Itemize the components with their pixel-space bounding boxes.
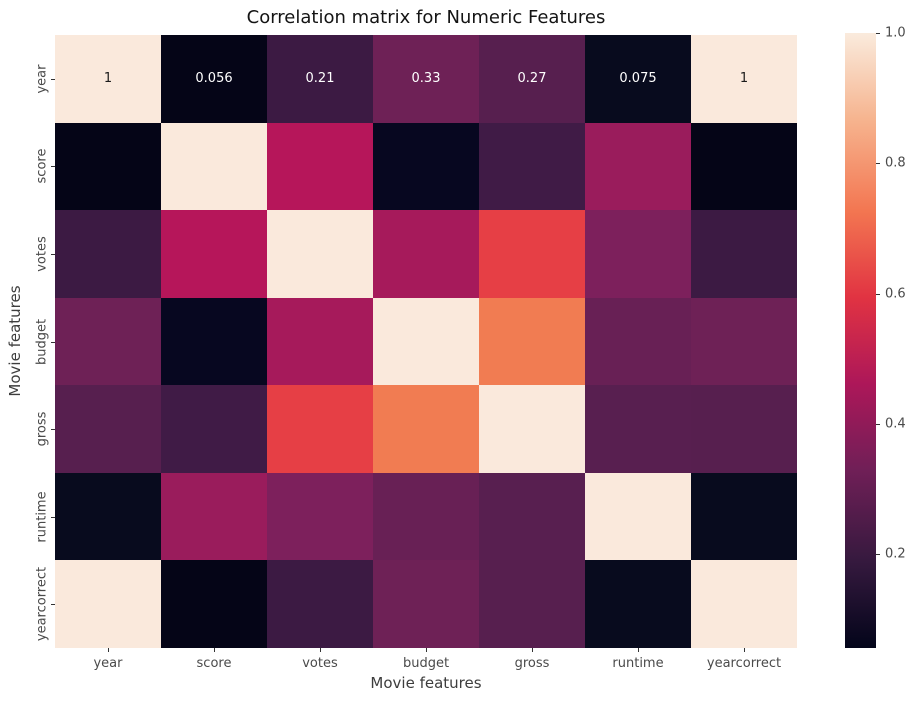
y-tick-mark: [51, 429, 55, 431]
y-tick-mark: [51, 253, 55, 255]
heatmap-cell-votes-runtime: [585, 210, 691, 298]
x-tick-mark: [638, 648, 639, 652]
heatmap-cell-yearcorrect-votes: [267, 560, 373, 648]
heatmap-cell-score-runtime: [585, 122, 691, 211]
x-tick-mark: [214, 648, 215, 652]
chart-title: Correlation matrix for Numeric Features: [246, 7, 606, 28]
heatmap-cell-votes-yearcorrect: [691, 210, 797, 298]
heatmap-cell-year-budget: 0.33: [373, 35, 479, 123]
heatmap-cell-gross-gross: [479, 385, 585, 473]
colorbar-tick-label-0.2: 0.2: [885, 546, 906, 562]
heatmap-cell-budget-year: [55, 297, 161, 386]
y-tick-label-gross: gross: [34, 411, 50, 447]
heatmap-cell-runtime-budget: [373, 472, 479, 561]
y-tick-label-votes: votes: [34, 236, 50, 272]
heatmap-cell-budget-gross: [479, 297, 585, 386]
x-tick-mark: [320, 648, 321, 652]
x-tick-mark: [426, 648, 427, 652]
heatmap-cell-runtime-gross: [479, 472, 585, 561]
heatmap-cell-yearcorrect-yearcorrect: [691, 560, 797, 648]
x-tick-label-score: score: [196, 656, 232, 671]
heatmap-cell-yearcorrect-runtime: [585, 560, 691, 648]
heatmap-cell-runtime-votes: [267, 472, 373, 561]
heatmap-cell-runtime-year: [55, 472, 161, 561]
heatmap-cell-gross-votes: [267, 385, 373, 473]
colorbar-tick-label-1.0: 1.0: [885, 25, 906, 41]
heatmap-cell-budget-runtime: [585, 297, 691, 386]
y-tick-mark: [51, 341, 55, 343]
x-tick-label-budget: budget: [402, 656, 450, 671]
y-tick-mark: [51, 166, 55, 168]
heatmap-cell-year-year: 1: [55, 35, 161, 123]
heatmap-cell-budget-votes: [267, 297, 373, 386]
heatmap-cell-runtime-score: [161, 472, 267, 561]
heatmap-cell-score-budget: [373, 122, 479, 211]
colorbar-tick-mark: [876, 33, 880, 34]
y-tick-label-score: score: [34, 148, 50, 184]
heatmap-cell-gross-year: [55, 385, 161, 473]
heatmap-cell-votes-budget: [373, 210, 479, 298]
x-tick-mark: [744, 648, 745, 652]
heatmap-cell-budget-score: [161, 297, 267, 386]
colorbar-tick-mark: [876, 163, 880, 165]
heatmap-cell-runtime-yearcorrect: [691, 472, 797, 561]
x-tick-label-year: year: [93, 656, 123, 671]
x-tick-label-yearcorrect: yearcorrect: [706, 656, 782, 671]
colorbar-tick-mark: [876, 423, 880, 425]
heatmap-cell-budget-budget: [373, 297, 479, 386]
heatmap-cell-gross-budget: [373, 385, 479, 473]
heatmap-cell-year-runtime: 0.075: [585, 35, 691, 123]
heatmap-cell-gross-score: [161, 385, 267, 473]
y-tick-mark: [51, 604, 55, 606]
x-tick-mark: [108, 648, 109, 652]
x-tick-label-gross: gross: [514, 656, 550, 671]
y-tick-mark: [51, 516, 55, 518]
x-axis-label: Movie features: [370, 674, 482, 692]
heatmap-cell-year-score: 0.056: [161, 35, 267, 123]
y-tick-label-year: year: [34, 64, 50, 94]
y-tick-label-yearcorrect: yearcorrect: [34, 567, 50, 642]
y-tick-label-runtime: runtime: [34, 491, 50, 543]
colorbar-tick-label-0.8: 0.8: [885, 155, 906, 171]
heatmap-cell-year-yearcorrect: 1: [691, 35, 797, 123]
heatmap-cell-votes-votes: [267, 210, 373, 298]
heatmap-cell-year-votes: 0.21: [267, 35, 373, 123]
heatmap-cell-score-yearcorrect: [691, 122, 797, 211]
heatmap-cell-yearcorrect-year: [55, 560, 161, 648]
heatmap-cell-votes-score: [161, 210, 267, 298]
colorbar-tick-label-0.6: 0.6: [885, 286, 906, 302]
heatmap-cell-budget-yearcorrect: [691, 297, 797, 386]
x-tick-label-votes: votes: [302, 656, 338, 671]
heatmap-cell-votes-year: [55, 210, 161, 298]
heatmap-cell-year-gross: 0.27: [479, 35, 585, 123]
heatmap-cell-runtime-runtime: [585, 472, 691, 561]
y-tick-mark: [51, 78, 55, 80]
y-tick-label-budget: budget: [34, 318, 50, 365]
heatmap-cell-yearcorrect-gross: [479, 560, 585, 648]
heatmap-cell-score-year: [55, 122, 161, 211]
heatmap-cell-score-votes: [267, 122, 373, 211]
heatmap-grid: 1 0.056 0.21 0.33 0.27 0.075 1: [55, 35, 797, 648]
heatmap-cell-score-score: [161, 122, 267, 211]
colorbar: [845, 33, 876, 648]
x-tick-label-runtime: runtime: [612, 656, 664, 671]
heatmap-cell-score-gross: [479, 122, 585, 211]
y-axis-label: Movie features: [6, 285, 24, 397]
x-tick-mark: [532, 648, 533, 652]
colorbar-tick-mark: [876, 554, 880, 556]
colorbar-tick-label-0.4: 0.4: [885, 416, 906, 432]
colorbar-tick-mark: [876, 293, 880, 295]
heatmap-cell-votes-gross: [479, 210, 585, 298]
heatmap-cell-yearcorrect-score: [161, 560, 267, 648]
heatmap-cell-yearcorrect-budget: [373, 560, 479, 648]
heatmap-cell-gross-runtime: [585, 385, 691, 473]
heatmap-cell-gross-yearcorrect: [691, 385, 797, 473]
